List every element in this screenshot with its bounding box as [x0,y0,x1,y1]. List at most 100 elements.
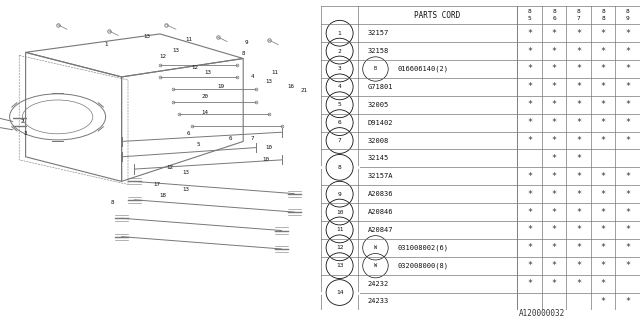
Text: *: * [576,279,581,288]
Text: 031008002(6): 031008002(6) [398,244,449,251]
Text: 32008: 32008 [367,138,388,143]
Text: 7: 7 [577,17,580,21]
Text: PARTS CORD: PARTS CORD [415,11,461,20]
Text: 10: 10 [336,210,343,214]
Text: *: * [527,100,532,109]
Text: 8: 8 [528,9,531,14]
Text: *: * [625,47,630,56]
Text: *: * [576,172,581,181]
Text: 16: 16 [288,84,294,89]
Text: *: * [601,136,605,145]
Text: 6: 6 [338,120,342,125]
Text: *: * [601,279,605,288]
Text: *: * [625,261,630,270]
Text: *: * [552,100,557,109]
Text: *: * [625,190,630,199]
Text: *: * [552,65,557,74]
Text: *: * [625,297,630,306]
Text: *: * [552,118,557,127]
Text: 14: 14 [202,110,208,115]
Text: 17: 17 [154,182,160,187]
Text: *: * [576,136,581,145]
Text: 12: 12 [192,65,198,69]
Text: B: B [374,67,377,71]
Text: G71801: G71801 [367,84,393,90]
Text: 13: 13 [205,70,211,75]
Text: 32005: 32005 [367,102,388,108]
Text: *: * [601,118,605,127]
Text: *: * [576,82,581,92]
Text: *: * [552,154,557,163]
Text: *: * [527,65,532,74]
Text: *: * [625,208,630,217]
Text: *: * [625,82,630,92]
Text: 8: 8 [338,165,342,170]
Text: 11: 11 [186,37,192,42]
Text: *: * [527,190,532,199]
Text: 20: 20 [202,94,208,100]
Text: *: * [527,279,532,288]
Text: 24233: 24233 [367,299,388,304]
Text: 8: 8 [241,52,245,56]
Text: 18: 18 [160,193,166,198]
Text: 7: 7 [251,136,255,141]
Text: 8: 8 [626,9,630,14]
Text: 24232: 24232 [367,281,388,287]
Text: 1: 1 [338,31,342,36]
Text: *: * [552,47,557,56]
Text: *: * [601,172,605,181]
Text: 13: 13 [266,79,272,84]
Text: 13: 13 [182,187,189,192]
Text: *: * [625,136,630,145]
Text: *: * [527,208,532,217]
Text: *: * [601,29,605,38]
Text: *: * [601,225,605,235]
Text: *: * [552,29,557,38]
Text: *: * [625,225,630,235]
Text: 21: 21 [301,88,307,93]
Text: A20836: A20836 [367,191,393,197]
Text: *: * [625,100,630,109]
Text: 6: 6 [187,131,191,136]
Text: *: * [552,82,557,92]
Text: 8: 8 [110,200,114,205]
Text: *: * [527,29,532,38]
Text: 13: 13 [182,170,189,175]
Text: W: W [374,263,377,268]
Text: *: * [601,82,605,92]
Text: 14: 14 [336,290,343,295]
Text: 10: 10 [266,145,272,150]
Text: *: * [552,190,557,199]
Text: 8: 8 [602,9,605,14]
Text: *: * [625,243,630,252]
Text: 9: 9 [244,40,248,45]
Text: *: * [527,261,532,270]
Text: A20846: A20846 [367,209,393,215]
Text: 9: 9 [338,192,342,197]
Text: *: * [576,47,581,56]
Text: *: * [625,172,630,181]
Text: 5: 5 [196,142,200,147]
Text: 2: 2 [20,119,24,124]
Text: 6: 6 [552,17,556,21]
Text: *: * [552,172,557,181]
Text: 13: 13 [173,48,179,53]
Text: 3: 3 [24,131,28,136]
Text: 32158: 32158 [367,48,388,54]
Text: *: * [576,29,581,38]
Text: A120000032: A120000032 [518,309,564,318]
Text: 6: 6 [228,136,232,141]
Text: 8: 8 [552,9,556,14]
Text: 032008000(8): 032008000(8) [398,262,449,269]
Text: *: * [552,225,557,235]
Text: 12: 12 [160,53,166,59]
Text: *: * [552,208,557,217]
Text: *: * [527,243,532,252]
Text: *: * [552,243,557,252]
Text: *: * [552,261,557,270]
Text: 19: 19 [218,84,224,89]
Text: *: * [527,136,532,145]
Text: 4: 4 [338,84,342,89]
Text: *: * [625,29,630,38]
Text: *: * [576,154,581,163]
